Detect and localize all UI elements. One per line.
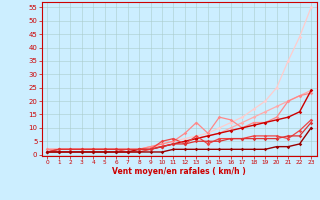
- X-axis label: Vent moyen/en rafales ( km/h ): Vent moyen/en rafales ( km/h ): [112, 167, 246, 176]
